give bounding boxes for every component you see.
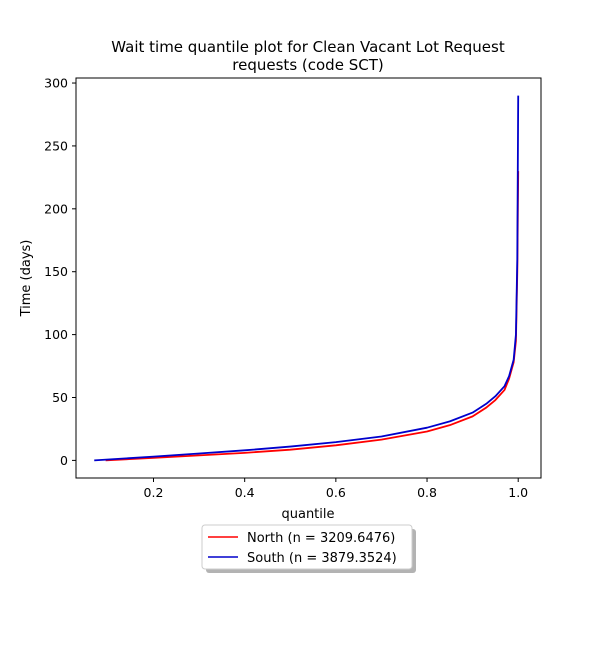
x-tick-label: 1.0 <box>508 485 528 500</box>
chart-title-line1: Wait time quantile plot for Clean Vacant… <box>111 38 505 56</box>
legend-label-north: North (n = 3209.6476) <box>247 531 395 546</box>
x-axis-label: quantile <box>281 507 334 522</box>
legend-label-south: South (n = 3879.3524) <box>247 551 397 566</box>
y-tick-label: 250 <box>44 138 68 153</box>
x-tick-label: 0.4 <box>235 485 255 500</box>
y-axis-label: Time (days) <box>19 240 34 318</box>
series-lines <box>94 95 520 462</box>
x-tick-label: 0.8 <box>417 485 437 500</box>
plot-area <box>75 77 542 479</box>
series-line-south <box>94 95 520 462</box>
x-tick-label: 0.2 <box>144 485 164 500</box>
legend: North (n = 3209.6476) South (n = 3879.35… <box>201 524 416 573</box>
y-axis: 0 50 100 150 200 250 300 <box>44 76 76 468</box>
legend-box <box>201 524 413 570</box>
y-tick-label: 100 <box>44 327 68 342</box>
y-tick-label: 0 <box>60 453 68 468</box>
x-tick-label: 0.6 <box>326 485 346 500</box>
y-tick-label: 50 <box>52 390 68 405</box>
y-tick-label: 300 <box>44 76 68 91</box>
y-tick-label: 200 <box>44 201 68 216</box>
y-tick-label: 150 <box>44 264 68 279</box>
chart-title-line2: requests (code SCT) <box>232 56 383 74</box>
x-axis: 0.2 0.4 0.6 0.8 1.0 <box>144 478 528 500</box>
